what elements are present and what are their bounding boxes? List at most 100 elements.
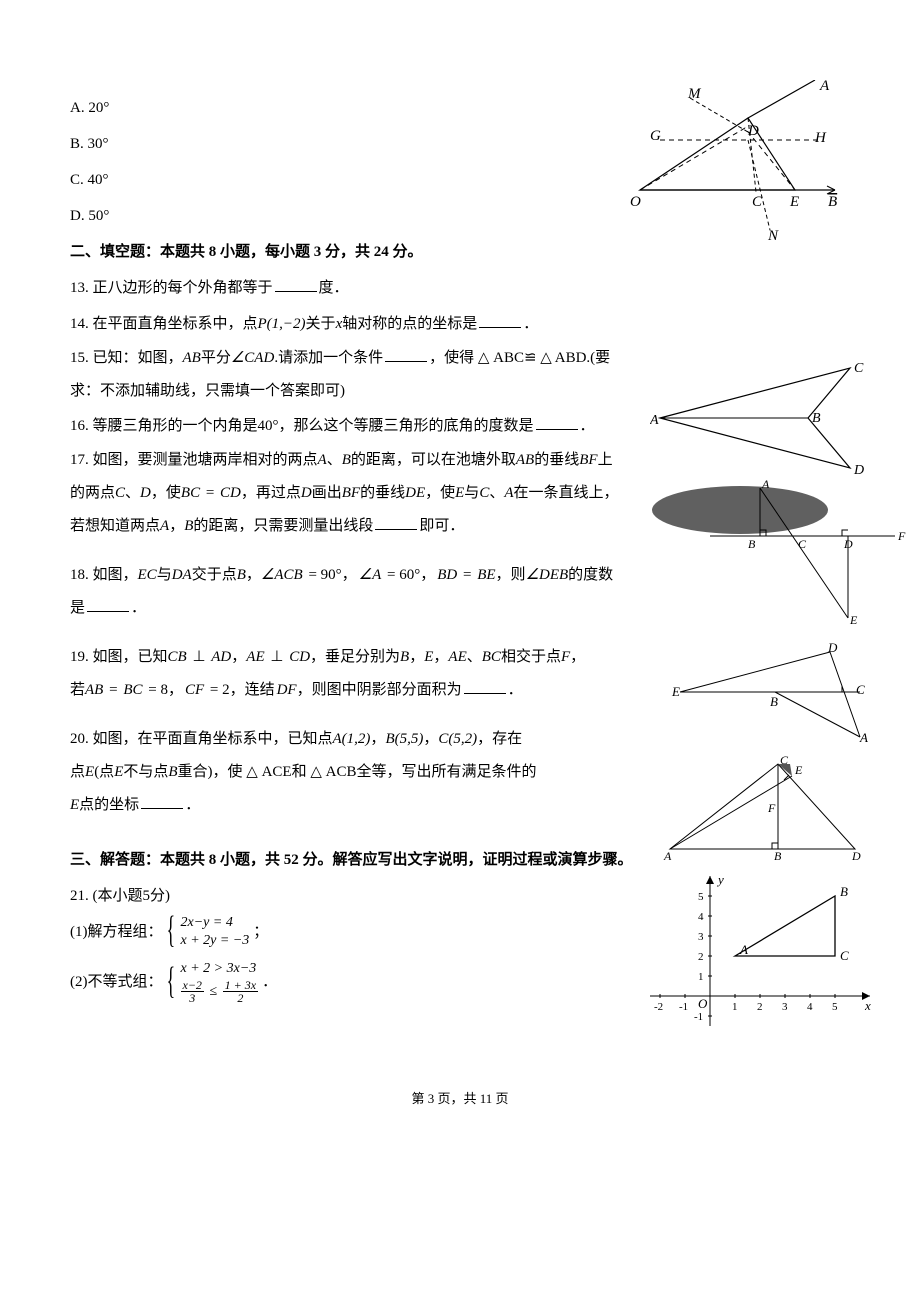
q20-E: E bbox=[85, 764, 94, 780]
q20-C: C(5,2) bbox=[438, 731, 477, 747]
blank-q15[interactable] bbox=[385, 346, 427, 362]
q20-A: A(1,2) bbox=[333, 731, 371, 747]
page-content: M A G D H O C E B N A. 20° B. 30° C. 40°… bbox=[70, 90, 850, 1005]
q17-A: A bbox=[318, 452, 327, 468]
q19-B: B bbox=[400, 649, 409, 665]
q19-AE: AE bbox=[246, 649, 264, 665]
blank-q16[interactable] bbox=[536, 414, 578, 430]
q19-AD: AD bbox=[211, 649, 231, 665]
q20-ACE: △ ACE bbox=[243, 764, 292, 780]
q19-t8: ． bbox=[508, 682, 523, 698]
q19-CF: CF bbox=[185, 682, 204, 698]
section-2-heading: 二、填空题：本题共 8 小题，每小题 3 分，共 24 分。 bbox=[70, 234, 850, 270]
q20-ACB: △ ACB bbox=[307, 764, 357, 780]
q15-d: ，使得 bbox=[429, 350, 474, 366]
svg-text:F: F bbox=[767, 801, 776, 815]
svg-text:x: x bbox=[864, 998, 871, 1013]
blank-q14[interactable] bbox=[479, 312, 521, 328]
option-b: B. 30° bbox=[70, 126, 850, 162]
q17-t14: 即可． bbox=[419, 518, 464, 534]
q15-ang: ∠CAD bbox=[231, 350, 274, 366]
q17-t7: 画出 bbox=[312, 485, 342, 501]
blank-q17[interactable] bbox=[375, 514, 417, 530]
q15-tri: △ ABC≌ △ ABD bbox=[474, 350, 586, 366]
q17-s1: 、 bbox=[327, 452, 342, 468]
q20-t6: 重合)，使 bbox=[178, 764, 243, 780]
page-footer: 第 3 页，共 11 页 bbox=[70, 1085, 850, 1114]
svg-text:A: A bbox=[859, 730, 868, 745]
q18-t3: 交于点 bbox=[192, 567, 237, 583]
q20: 20. 如图，在平面直角坐标系中，已知点A(1,2)，B(5,5)，C(5,2)… bbox=[70, 723, 610, 822]
q17-t2: 的距离，可以在池塘外取 bbox=[351, 452, 516, 468]
q19-s5: ， bbox=[570, 649, 585, 665]
q16-b: ． bbox=[580, 418, 595, 434]
q17-BC: BC bbox=[181, 485, 200, 501]
svg-text:E: E bbox=[849, 613, 858, 627]
q19-t5: = 8， bbox=[142, 682, 184, 698]
blank-q18[interactable] bbox=[87, 596, 129, 612]
q18-Bpt: B bbox=[237, 567, 246, 583]
q17-D: D bbox=[140, 485, 151, 501]
q17-B: B bbox=[342, 452, 351, 468]
q17-C: C bbox=[115, 485, 125, 501]
q17-s4: ， bbox=[169, 518, 184, 534]
q19-s3: ， bbox=[433, 649, 448, 665]
q17-BF2: BF bbox=[342, 485, 360, 501]
q20-B: B(5,5) bbox=[385, 731, 423, 747]
q17-t11: 在一条直线上， bbox=[514, 485, 619, 501]
q18-t6: ，则 bbox=[496, 567, 526, 583]
svg-text:E: E bbox=[794, 763, 803, 777]
q18-t7: 的度数 bbox=[568, 567, 613, 583]
q21-heading: 21. (本小题5分) bbox=[70, 878, 850, 914]
q16: 16. 等腰三角形的一个内角是40°，那么这个等腰三角形的底角的度数是． bbox=[70, 408, 850, 444]
q19-s4: 、 bbox=[467, 649, 482, 665]
q15-a: 15. 已知：如图， bbox=[70, 350, 183, 366]
q20-t7: 和 bbox=[292, 764, 307, 780]
q21-2-frac1: x−23 bbox=[181, 979, 204, 1005]
q18-EC: EC bbox=[138, 567, 157, 583]
q17-E: E bbox=[455, 485, 464, 501]
q19-AE2: AE bbox=[448, 649, 466, 665]
q20-E3: E bbox=[70, 797, 79, 813]
q20-t2: ，存在 bbox=[477, 731, 522, 747]
option-d: D. 50° bbox=[70, 198, 850, 234]
q15-ab: AB bbox=[183, 350, 201, 366]
blank-q19[interactable] bbox=[464, 678, 506, 694]
figure-q18: D C E B A bbox=[670, 642, 870, 747]
q19-DF: DF bbox=[277, 682, 297, 698]
q21-2-frac2: 1 + 3x2 bbox=[223, 979, 258, 1005]
q14-b: 关于 bbox=[306, 316, 336, 332]
blank-q20[interactable] bbox=[141, 793, 183, 809]
q14: 14. 在平面直角坐标系中，点P(1,−2)关于x轴对称的点的坐标是． bbox=[70, 306, 850, 342]
q17-s2: 、 bbox=[125, 485, 140, 501]
q17: 17. 如图，要测量池塘两岸相对的两点A、B的距离，可以在池塘外取AB的垂线BF… bbox=[70, 444, 670, 543]
q15-c: .请添加一个条件 bbox=[274, 350, 383, 366]
q18: 18. 如图，EC与DA交于点B，∠ACB = 90°，∠A = 60°，BD … bbox=[70, 559, 670, 625]
q18-ang3: ∠DEB bbox=[526, 567, 569, 583]
q13: 13. 正八边形的每个外角都等于度． bbox=[70, 270, 850, 306]
q19-CD: CD bbox=[289, 649, 310, 665]
q17-BF: BF bbox=[579, 452, 597, 468]
q21-2-end: ． bbox=[262, 966, 277, 999]
q20-t4: (点 bbox=[94, 764, 114, 780]
svg-text:D: D bbox=[853, 463, 864, 478]
q14-c: 轴对称的点的坐标是 bbox=[342, 316, 477, 332]
blank-q13[interactable] bbox=[275, 276, 317, 292]
svg-text:D: D bbox=[851, 849, 861, 863]
q18-BD: BD bbox=[437, 567, 457, 583]
q21-2-ineq1: x + 2 > 3x−3 bbox=[181, 960, 259, 978]
q17-t10: 与 bbox=[464, 485, 479, 501]
svg-text:C: C bbox=[856, 682, 865, 697]
q19-perp1: ⊥ bbox=[187, 649, 212, 665]
q19-F: F bbox=[561, 649, 570, 665]
q20-t8: 全等，写出所有满足条件的 bbox=[357, 764, 537, 780]
q17-t3b: 上 bbox=[598, 452, 613, 468]
q13-text-b: 度． bbox=[319, 280, 349, 296]
q18-t8: 是 bbox=[70, 600, 85, 616]
q18-t5: = 60°， bbox=[381, 567, 437, 583]
q17-t5: ，使 bbox=[151, 485, 181, 501]
q20-E2: E bbox=[114, 764, 123, 780]
svg-text:E: E bbox=[671, 684, 680, 699]
q17-t4: 的两点 bbox=[70, 485, 115, 501]
q20-s2: ， bbox=[423, 731, 438, 747]
